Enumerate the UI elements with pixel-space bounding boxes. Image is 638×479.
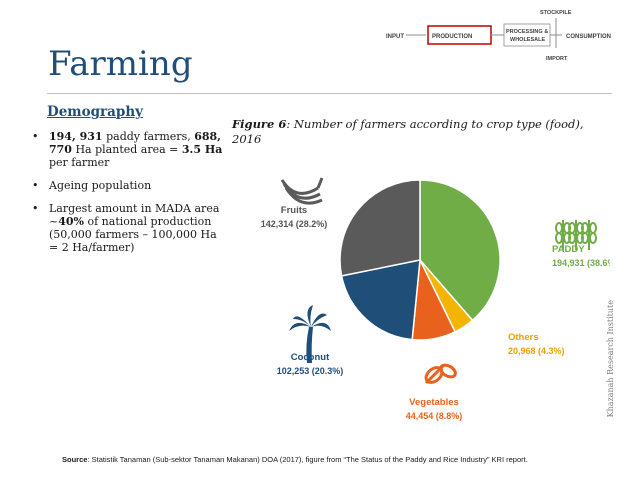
bullet-bold-text: 688, 770 xyxy=(49,130,222,156)
pie-slice-fruits xyxy=(339,179,421,277)
bullet-item: 194, 931 paddy farmers, 688, 770 Ha plan… xyxy=(28,130,228,169)
bullet-bold-text: 40% xyxy=(58,215,84,228)
watermark: Khazanah Research Institute xyxy=(606,300,615,418)
bullet-list: 194, 931 paddy farmers, 688, 770 Ha plan… xyxy=(28,130,228,264)
banana-icon xyxy=(280,177,324,205)
figure-label: Figure 6 xyxy=(232,117,287,131)
bullet-text: paddy farmers, xyxy=(102,130,195,143)
flow-consumption-label: CONSUMPTION xyxy=(566,34,611,40)
bullet-bold-text: 194, 931 xyxy=(49,130,103,143)
figure-caption: Figure 6: Number of farmers according to… xyxy=(232,117,592,147)
pie-slice-coconut xyxy=(340,259,421,341)
figure-caption-text: : Number of farmers according to crop ty… xyxy=(232,117,584,146)
supply-chain-flow-diagram: INPUT PRODUCTION PROCESSING & WHOLESALE … xyxy=(386,10,611,62)
slice-label-others: Others xyxy=(508,332,539,343)
bullet-item: Largest amount in MADA area ~40% of nati… xyxy=(28,202,228,254)
palm-tree-icon xyxy=(289,305,331,363)
slice-label-paddy: PADDY xyxy=(552,244,585,255)
slice-value-coconut: 102,253 (20.3%) xyxy=(277,366,344,376)
slice-value-paddy: 194,931 (38.6%) xyxy=(552,258,610,268)
bullet-text: Ha planted area = xyxy=(71,143,182,156)
pie-chart: PADDY 194,931 (38.6%) Others 20,968 (4.3%) V… xyxy=(261,177,610,421)
bullet-bold-text: 3.5 Ha xyxy=(181,143,223,156)
page-title: Farming xyxy=(48,44,193,84)
pie-slice-paddy xyxy=(419,179,501,322)
section-title: Demography xyxy=(47,104,143,120)
bullet-text: per farmer xyxy=(49,156,110,169)
rice-stalk-icon xyxy=(555,220,597,250)
slice-value-fruits: 142,314 (28.2%) xyxy=(261,219,328,229)
title-divider xyxy=(47,93,612,94)
bullet-text: of national production (50,000 farmers –… xyxy=(49,215,217,254)
slice-label-fruits: Fruits xyxy=(281,205,307,216)
flow-wholesale-label: WHOLESALE xyxy=(510,37,545,43)
bullet-text: Ageing population xyxy=(49,179,152,192)
flow-production-label: PRODUCTION xyxy=(432,34,472,40)
flow-stockpile-label: STOCKPILE xyxy=(540,10,572,16)
source-text: : Statistik Tanaman (Sub-sektor Tanaman … xyxy=(87,455,528,464)
bullet-text: Largest amount in MADA area ~ xyxy=(49,202,220,228)
flow-import-label: IMPORT xyxy=(546,56,568,62)
flow-processing-label: PROCESSING & xyxy=(506,29,548,35)
vegetable-icon xyxy=(424,363,457,385)
slice-value-others: 20,968 (4.3%) xyxy=(508,346,565,356)
flow-input-label: INPUT xyxy=(386,34,404,40)
slice-label-vegetables: Vegetables xyxy=(409,397,459,408)
source-label: Source xyxy=(62,455,88,464)
bullet-item: Ageing population xyxy=(28,179,228,192)
slice-value-vegetables: 44,454 (8.8%) xyxy=(406,411,463,421)
source-note: Source: Statistik Tanaman (Sub-sektor Ta… xyxy=(62,455,582,464)
